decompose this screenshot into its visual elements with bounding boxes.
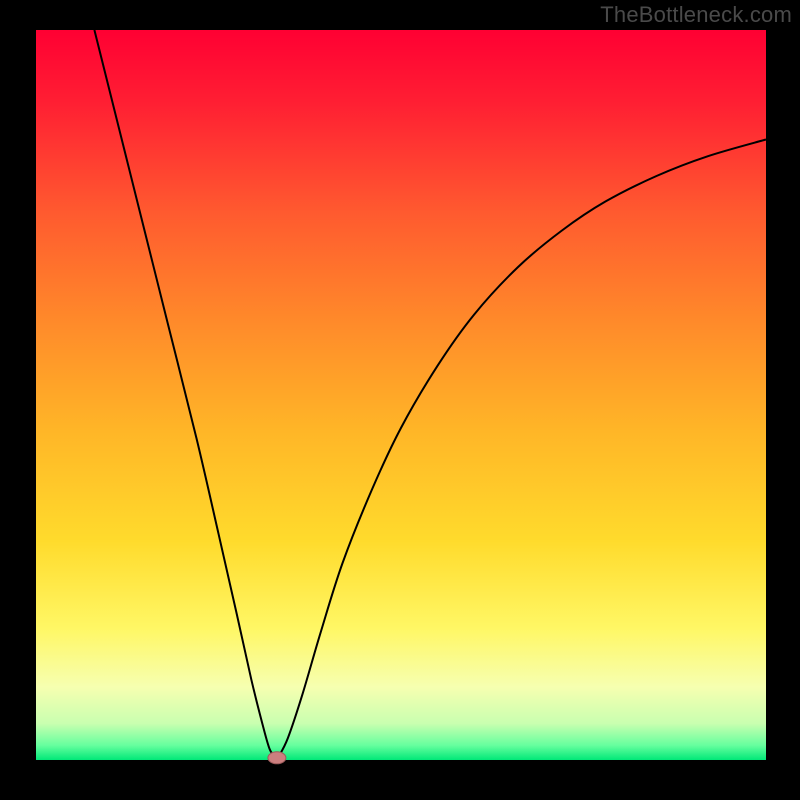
chart-container: TheBottleneck.com bbox=[0, 0, 800, 800]
watermark-text: TheBottleneck.com bbox=[600, 2, 792, 28]
plot-background-gradient bbox=[36, 30, 766, 760]
